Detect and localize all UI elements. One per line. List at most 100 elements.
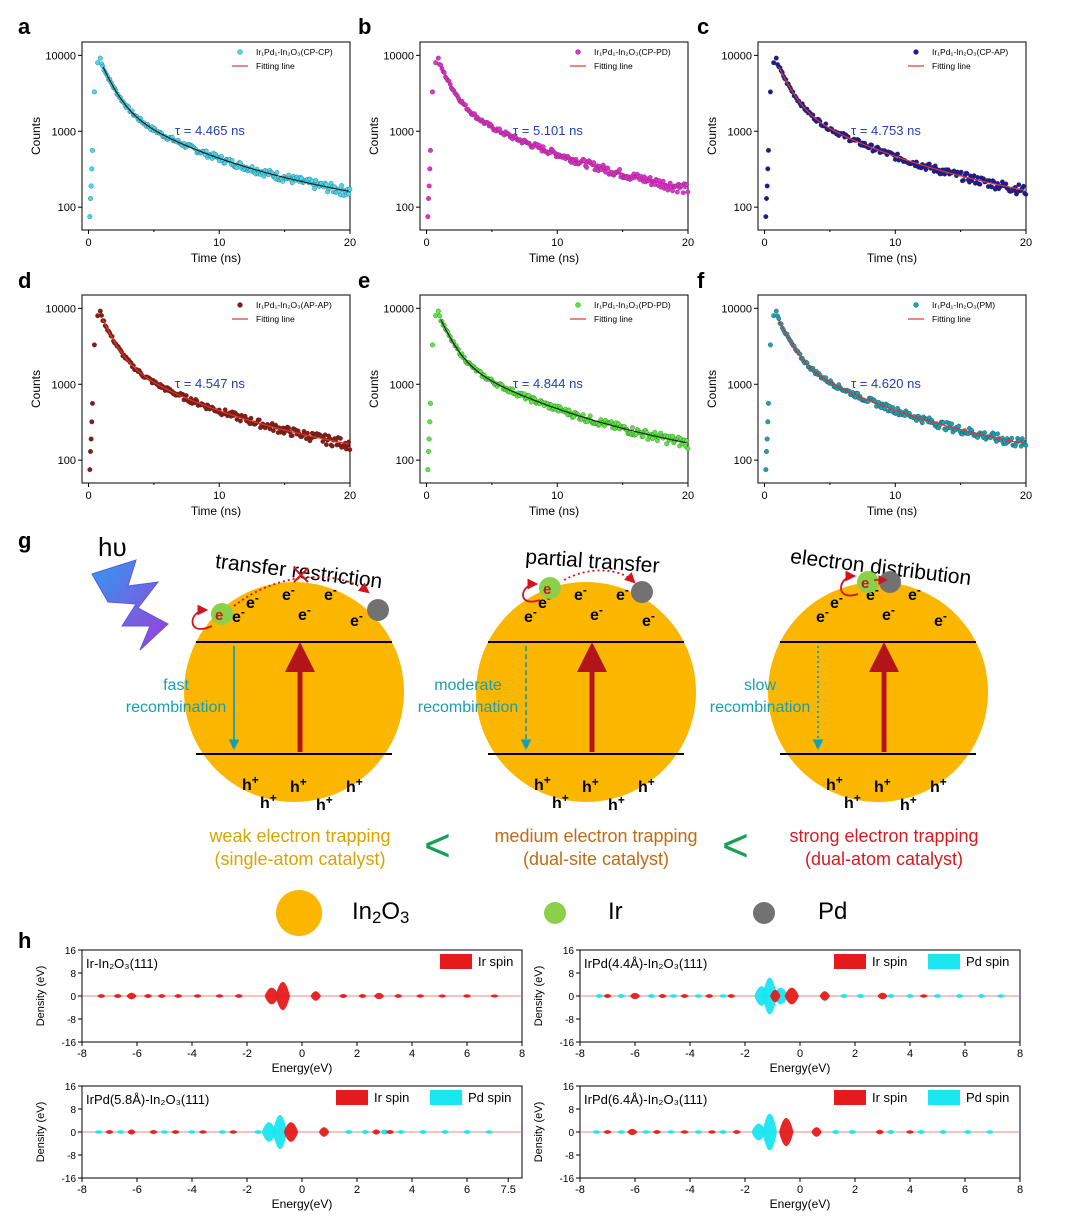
y-axis-label: Density (eV): [35, 1102, 47, 1163]
y-axis-label: Counts: [367, 117, 381, 155]
lightning-bolt-icon: [91, 559, 169, 651]
data-point: [426, 196, 431, 201]
data-point: [286, 425, 292, 431]
trap-loop-arrow-2: [522, 578, 541, 603]
data-point: [773, 308, 779, 314]
y-tick-label: -16: [62, 1174, 77, 1185]
pd-spin-peak: [462, 1130, 472, 1134]
ir-spin-peak: [318, 1127, 330, 1137]
y-tick-label: 1000: [52, 126, 76, 138]
y-tick-label: 10000: [383, 303, 414, 315]
data-point: [90, 400, 95, 406]
ir-spin-peak: [198, 1130, 208, 1134]
data-point: [1018, 443, 1024, 449]
pd-spin-peak: [187, 1130, 197, 1134]
pd-spin-peak: [985, 1130, 995, 1134]
legend-ir-swatch: [834, 1090, 866, 1105]
data-point: [1023, 192, 1029, 197]
pd-spin-peak: [94, 1130, 103, 1134]
x-tick-label: -2: [740, 1184, 750, 1196]
data-point: [88, 196, 93, 201]
recombination-label-1: moderate: [434, 677, 502, 694]
pd-atom-1: [367, 599, 389, 621]
data-point: [312, 186, 317, 192]
data-point: [238, 418, 243, 424]
trpl-chart-b: 0 10 20 100 1000 10000 Time (ns) Counts Ir₁Pd₁-I…: [367, 41, 694, 265]
sphere-body: [768, 582, 988, 802]
recombination-label-2: recombination: [418, 699, 519, 716]
medium-trapping-line1: medium electron trapping: [494, 826, 698, 846]
y-tick-label: 100: [734, 455, 752, 467]
pd-spin-peak: [693, 994, 703, 998]
x-tick-label: -4: [187, 1048, 197, 1060]
y-tick-label: 100: [396, 202, 414, 214]
data-point: [435, 308, 441, 314]
data-point: [982, 430, 988, 435]
data-point: [97, 308, 103, 314]
data-point: [995, 431, 1000, 437]
x-tick-label: 0: [423, 237, 429, 249]
ir-spin-peak: [126, 992, 137, 1000]
ir-spin-peak: [603, 993, 612, 999]
data-point: [630, 425, 635, 430]
x-tick-label: -4: [187, 1184, 197, 1196]
less-than-symbol-2: <: [722, 819, 749, 871]
pd-spin-peak: [360, 1130, 370, 1134]
x-tick-label: 20: [344, 490, 356, 502]
legend-marker: [913, 49, 919, 55]
data-point: [87, 467, 93, 473]
data-point: [289, 180, 295, 186]
legend-fit-label: Fitting line: [932, 314, 971, 324]
data-point: [766, 400, 771, 406]
data-point: [587, 413, 593, 419]
legend-fit-label: Fitting line: [932, 61, 971, 71]
pd-spin-peak: [641, 1130, 651, 1134]
charge-transfer-scheme: hυfastrecombinatione-e-e-e-e-e-h+h+h+h+h…: [91, 532, 988, 814]
legend-fit-label: Fitting line: [256, 314, 295, 324]
data-point: [88, 436, 94, 442]
data-point: [271, 428, 276, 434]
ir-spin-peak: [680, 1130, 689, 1134]
hole-symbol: h+: [316, 793, 333, 814]
pd-spin-peak: [484, 1130, 494, 1134]
x-axis-label: Time (ns): [529, 504, 579, 518]
dos-title: Ir-In₂O₃(111): [86, 956, 158, 971]
x-tick-label: 10: [213, 490, 225, 502]
data-point: [949, 421, 955, 427]
x-tick-label: 6: [464, 1184, 470, 1196]
x-tick-label: 20: [682, 490, 694, 502]
data-point: [426, 436, 432, 442]
legend-ir-label: Ir spin: [872, 1090, 907, 1105]
tau-label: τ = 4.844 ns: [513, 376, 583, 391]
less-than-symbol-1: <: [424, 819, 451, 871]
pd-spin-peak: [396, 1130, 406, 1134]
legend-fit-label: Fitting line: [594, 61, 633, 71]
data-point: [1009, 435, 1015, 441]
data-point: [647, 175, 653, 180]
pd-spin-peak: [647, 994, 656, 998]
x-tick-label: 6: [962, 1048, 968, 1060]
pd-spin-peak: [886, 994, 896, 998]
hole-symbol: h+: [608, 793, 625, 814]
tau-label: τ = 5.101 ns: [513, 123, 583, 138]
pd-atom-3: [879, 571, 901, 593]
y-tick-label: -8: [67, 1015, 76, 1026]
x-tick-label: 4: [907, 1048, 913, 1060]
medium-trapping-line2: (dual-site catalyst): [522, 849, 670, 869]
data-point: [652, 429, 658, 435]
trpl-chart-d: 0 10 20 100 1000 10000 Time (ns) Counts Ir₁Pd₁-I…: [29, 294, 356, 518]
data-point: [90, 147, 95, 153]
trapped-electron-3: e: [861, 575, 869, 592]
y-tick-label: 10000: [721, 50, 752, 62]
legend-series-label: Ir₁Pd₁-In₂O₃(CP-PD): [594, 47, 671, 57]
pd-spin-peak: [116, 1130, 125, 1134]
hole-symbol: h+: [552, 791, 569, 812]
ir-spin-peak: [96, 994, 106, 998]
hole-symbol: h+: [260, 791, 277, 812]
data-point: [1003, 181, 1009, 187]
data-point: [764, 436, 770, 442]
x-tick-label: 2: [852, 1184, 858, 1196]
y-tick-label: 0: [70, 992, 76, 1003]
